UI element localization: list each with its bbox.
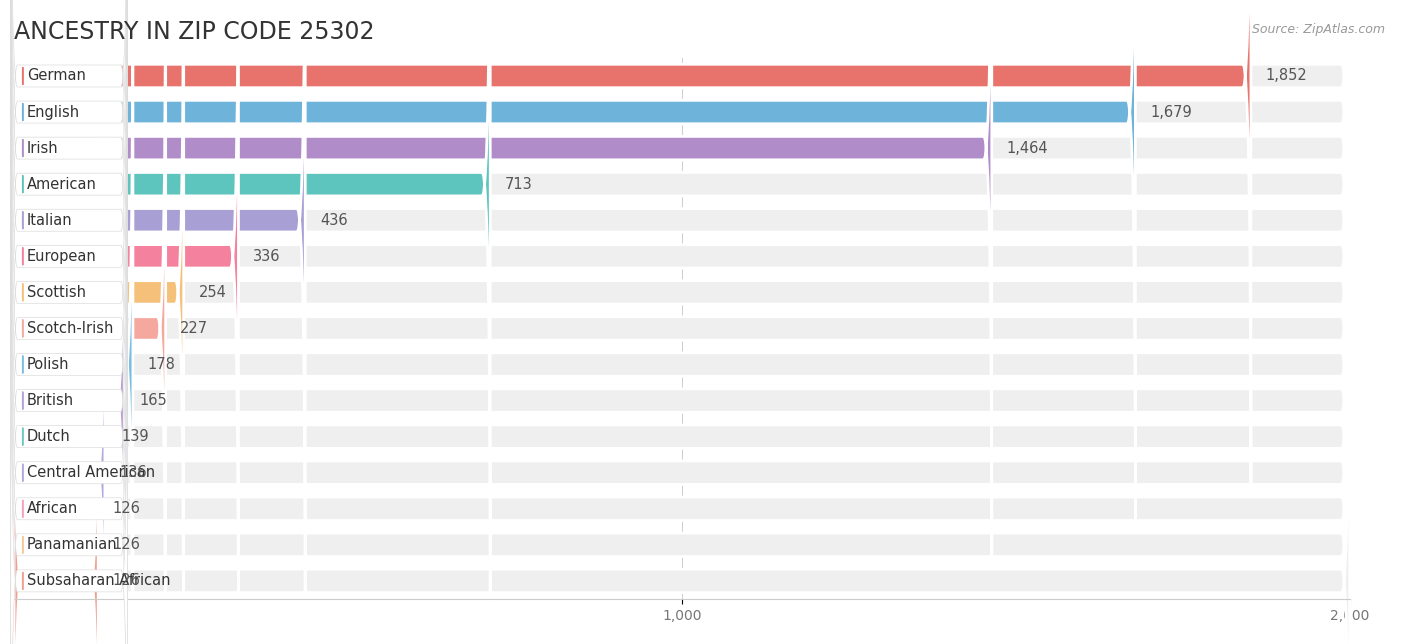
FancyBboxPatch shape <box>11 231 128 644</box>
Text: 227: 227 <box>180 321 208 336</box>
Text: British: British <box>27 393 75 408</box>
Text: 126: 126 <box>112 537 141 553</box>
FancyBboxPatch shape <box>11 87 128 644</box>
FancyBboxPatch shape <box>14 160 1350 644</box>
Text: 1,679: 1,679 <box>1150 104 1192 120</box>
FancyBboxPatch shape <box>11 0 128 606</box>
FancyBboxPatch shape <box>14 0 1350 644</box>
FancyBboxPatch shape <box>11 15 128 644</box>
Text: English: English <box>27 104 80 120</box>
FancyBboxPatch shape <box>14 160 98 644</box>
FancyBboxPatch shape <box>14 0 1136 533</box>
FancyBboxPatch shape <box>14 52 1350 644</box>
FancyBboxPatch shape <box>14 0 305 641</box>
FancyBboxPatch shape <box>11 51 128 644</box>
FancyBboxPatch shape <box>14 0 239 644</box>
Text: Polish: Polish <box>27 357 69 372</box>
FancyBboxPatch shape <box>14 0 1251 497</box>
FancyBboxPatch shape <box>11 0 128 426</box>
Text: 436: 436 <box>321 213 347 228</box>
Text: Source: ZipAtlas.com: Source: ZipAtlas.com <box>1251 23 1385 35</box>
FancyBboxPatch shape <box>11 0 128 570</box>
Text: Italian: Italian <box>27 213 73 228</box>
FancyBboxPatch shape <box>14 0 991 569</box>
Text: 139: 139 <box>121 429 149 444</box>
FancyBboxPatch shape <box>14 15 107 644</box>
FancyBboxPatch shape <box>14 88 98 644</box>
Text: Scottish: Scottish <box>27 285 86 300</box>
FancyBboxPatch shape <box>14 15 1350 644</box>
FancyBboxPatch shape <box>14 0 1350 644</box>
Text: 1,464: 1,464 <box>1007 140 1047 156</box>
FancyBboxPatch shape <box>11 0 128 642</box>
Text: 336: 336 <box>253 249 281 264</box>
FancyBboxPatch shape <box>11 0 128 644</box>
Text: German: German <box>27 68 86 84</box>
Text: Scotch-Irish: Scotch-Irish <box>27 321 114 336</box>
Text: 178: 178 <box>148 357 176 372</box>
FancyBboxPatch shape <box>11 0 128 462</box>
Text: Dutch: Dutch <box>27 429 70 444</box>
Text: 126: 126 <box>112 573 141 589</box>
Text: ANCESTRY IN ZIP CODE 25302: ANCESTRY IN ZIP CODE 25302 <box>14 19 374 44</box>
Text: Panamanian: Panamanian <box>27 537 118 553</box>
FancyBboxPatch shape <box>14 0 1350 644</box>
FancyBboxPatch shape <box>11 159 128 644</box>
Text: 254: 254 <box>198 285 226 300</box>
Text: 136: 136 <box>120 465 148 480</box>
FancyBboxPatch shape <box>14 0 1350 569</box>
FancyBboxPatch shape <box>14 0 1350 497</box>
Text: African: African <box>27 501 79 516</box>
FancyBboxPatch shape <box>14 0 1350 644</box>
FancyBboxPatch shape <box>14 0 1350 644</box>
FancyBboxPatch shape <box>14 0 1350 641</box>
FancyBboxPatch shape <box>11 195 128 644</box>
Text: American: American <box>27 176 97 192</box>
Text: European: European <box>27 249 97 264</box>
FancyBboxPatch shape <box>14 0 166 644</box>
FancyBboxPatch shape <box>14 0 1350 605</box>
FancyBboxPatch shape <box>11 0 128 498</box>
FancyBboxPatch shape <box>11 123 128 644</box>
FancyBboxPatch shape <box>14 0 124 644</box>
Text: Central American: Central American <box>27 465 155 480</box>
FancyBboxPatch shape <box>14 0 491 605</box>
FancyBboxPatch shape <box>11 0 128 534</box>
FancyBboxPatch shape <box>14 52 105 644</box>
Text: 713: 713 <box>505 176 533 192</box>
Text: 165: 165 <box>139 393 167 408</box>
FancyBboxPatch shape <box>14 0 184 644</box>
Text: 126: 126 <box>112 501 141 516</box>
FancyBboxPatch shape <box>14 124 98 644</box>
Text: Irish: Irish <box>27 140 59 156</box>
Text: 1,852: 1,852 <box>1265 68 1308 84</box>
FancyBboxPatch shape <box>14 88 1350 644</box>
FancyBboxPatch shape <box>14 124 1350 644</box>
FancyBboxPatch shape <box>14 0 134 644</box>
Text: Subsaharan African: Subsaharan African <box>27 573 170 589</box>
FancyBboxPatch shape <box>14 0 1350 533</box>
